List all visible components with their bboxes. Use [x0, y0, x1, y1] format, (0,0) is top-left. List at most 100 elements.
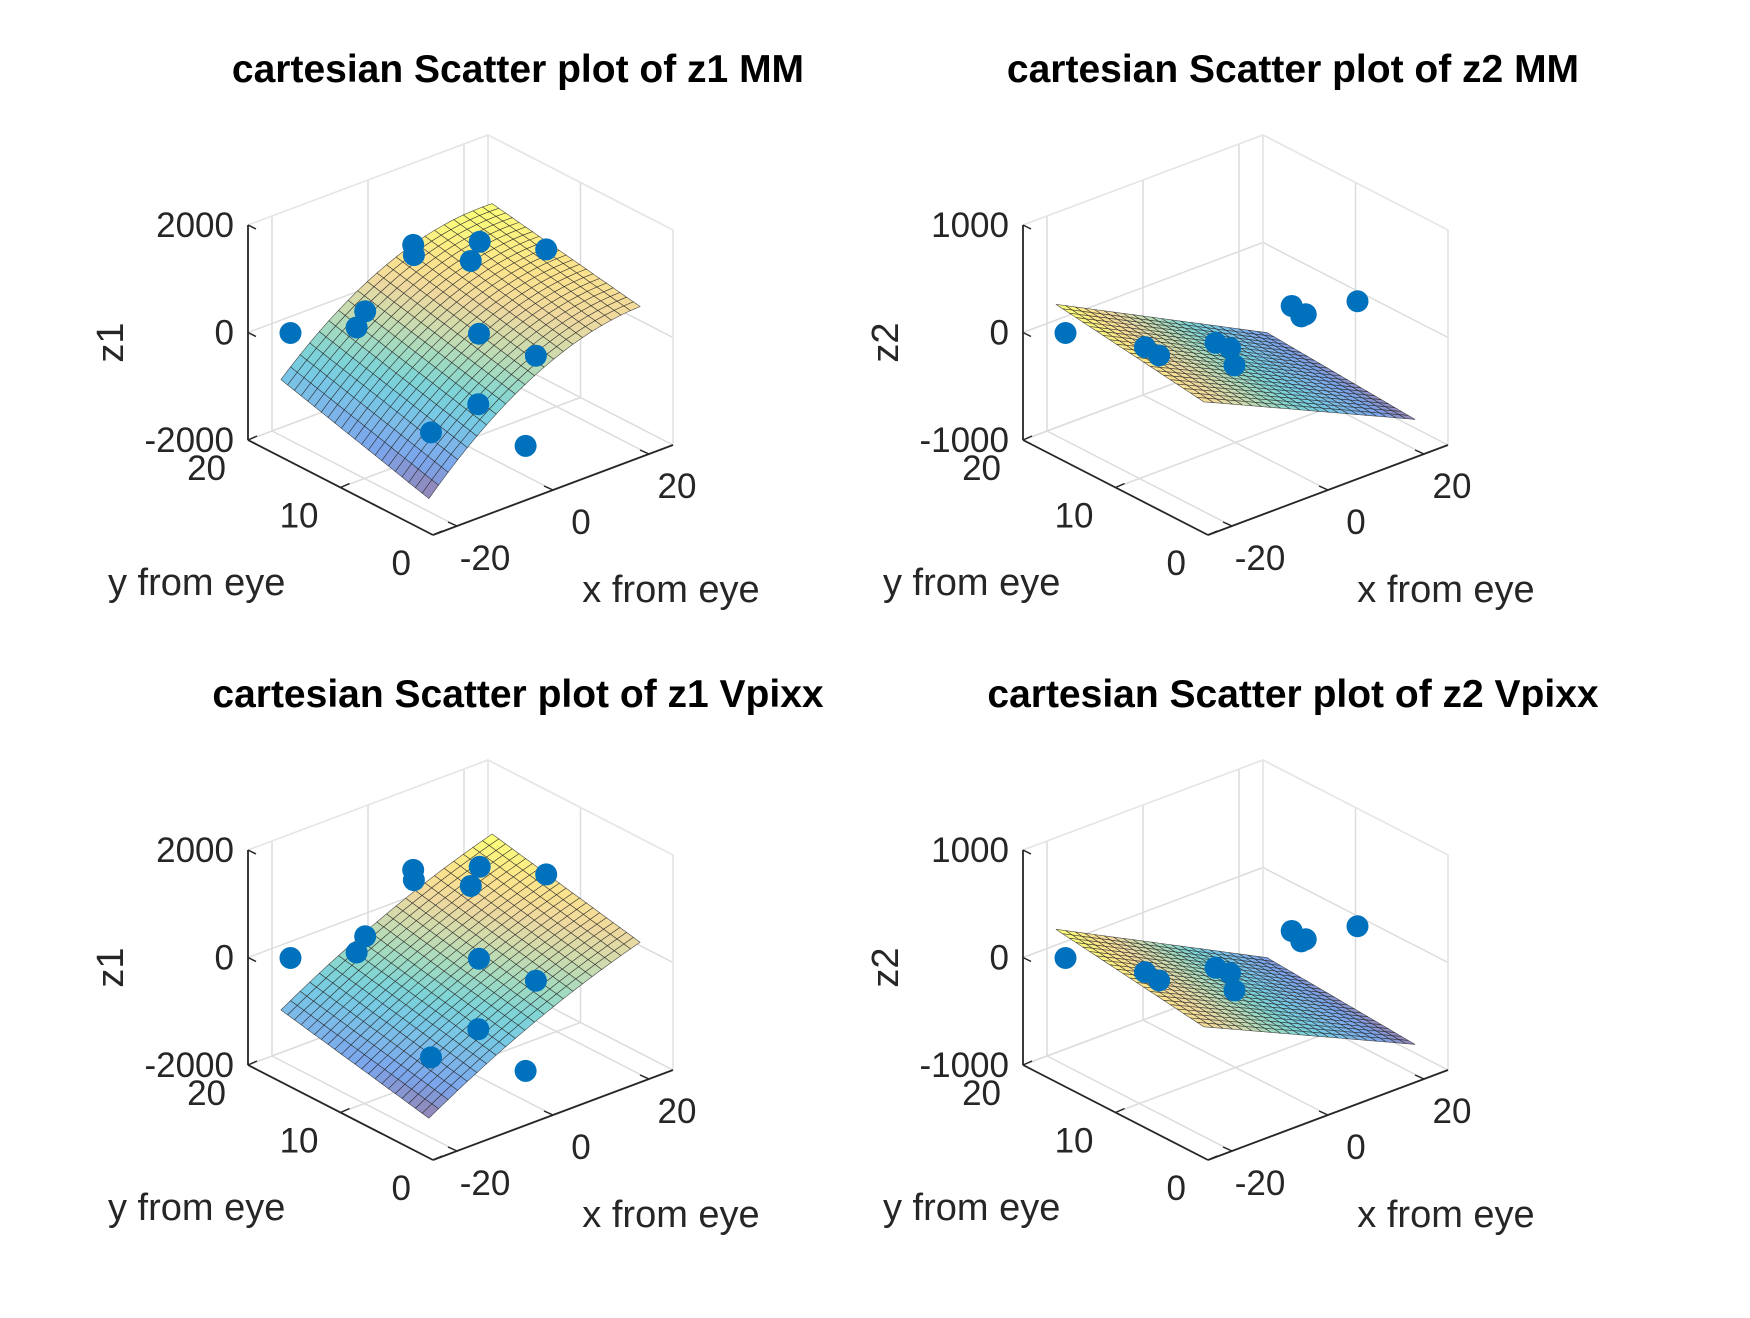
y-axis-label: y from eye [883, 1187, 1060, 1229]
y-tick [247, 435, 258, 441]
scatter-point [279, 322, 302, 344]
scatter-point [1290, 305, 1313, 328]
z-tick-label: -1000 [919, 1046, 1009, 1085]
z-tick-label: -2000 [144, 421, 234, 460]
z-tick-label: 2000 [156, 831, 234, 870]
y-tick [432, 1155, 443, 1161]
x-axis-label: x from eye [1357, 569, 1534, 611]
x-tick [543, 1110, 554, 1116]
surface-patch [1197, 1022, 1214, 1028]
y-axis-label: y from eye [108, 562, 285, 604]
subplot-title: cartesian Scatter plot of z1 Vpixx [212, 673, 824, 716]
x-tick-label: 20 [658, 467, 697, 506]
x-tick-label: -20 [1235, 539, 1286, 578]
scatter-point [535, 863, 558, 886]
z-tick [247, 956, 257, 963]
scatter-point [468, 947, 490, 970]
x-tick-label: -20 [460, 539, 511, 578]
x-tick [639, 449, 650, 455]
scatter-point [1219, 337, 1241, 360]
y-tick-label: 0 [392, 1169, 411, 1208]
x-tick [1318, 485, 1329, 491]
scatter-point [402, 244, 425, 267]
scatter-point [1290, 930, 1313, 953]
scatter-point [514, 434, 537, 457]
x-axis-label: x from eye [582, 569, 759, 611]
y-tick [1115, 482, 1125, 489]
y-tick [1115, 1107, 1125, 1114]
surface-patch [421, 1103, 439, 1119]
subplot-3: -2000 0 2000 0 10 20 -20 0 20 z1 y from eye x from … [90, 673, 824, 1236]
scatter-point [1148, 969, 1171, 992]
z-tick-label: 2000 [156, 206, 234, 245]
scatter-point [1223, 354, 1246, 377]
z-tick-label: -2000 [144, 1046, 234, 1085]
x-tick [1222, 521, 1233, 527]
scatter-point [459, 249, 482, 272]
x-tick-label: 20 [1433, 467, 1472, 506]
z-axis-label: z2 [865, 947, 907, 987]
z-axis-label: z1 [90, 322, 132, 362]
scatter-point [1054, 322, 1077, 344]
box-edge [1262, 759, 1449, 856]
x-tick-label: 0 [1346, 1128, 1365, 1167]
x-tick-label: 20 [658, 1092, 697, 1131]
x-tick-label: 0 [1346, 503, 1365, 542]
scatter-point [354, 300, 377, 323]
y-axis-label: y from eye [883, 562, 1060, 604]
scatter-points [1054, 915, 1369, 1002]
x-tick-label: 0 [571, 503, 590, 542]
x-tick [1414, 449, 1425, 455]
subplot-2: -1000 0 1000 0 10 20 -20 0 20 z2 y from eye x from … [865, 48, 1579, 611]
scatter-point [468, 230, 491, 253]
scatter-point [1346, 290, 1369, 313]
z-tick-label: 1000 [931, 831, 1009, 870]
subplot-4: -1000 0 1000 0 10 20 -20 0 20 z2 y from eye x from … [865, 673, 1599, 1236]
z-tick [1022, 331, 1032, 338]
x-tick [1318, 1110, 1329, 1116]
y-tick-label: 20 [187, 449, 226, 488]
box-edge [1022, 759, 1264, 851]
scatter-point [459, 874, 482, 897]
x-tick-label: 20 [1433, 1092, 1472, 1131]
box-edge [247, 134, 489, 226]
x-tick [447, 521, 458, 527]
x-tick-label: -20 [1235, 1164, 1286, 1203]
scatter-points [279, 855, 558, 1082]
box-edge [1022, 134, 1264, 226]
y-tick [247, 1060, 258, 1066]
z-tick-label: 0 [215, 939, 234, 978]
subplot-title: cartesian Scatter plot of z2 MM [1007, 48, 1579, 91]
surface-patch [1196, 397, 1215, 403]
x-tick [1414, 1074, 1425, 1080]
z-tick [1022, 224, 1032, 230]
z-tick [247, 331, 257, 338]
scatter-points [279, 230, 558, 457]
box-edge [487, 759, 674, 856]
y-tick-label: 0 [1167, 544, 1186, 583]
x-axis-label: x from eye [582, 1194, 759, 1236]
y-tick-label: 20 [187, 1074, 226, 1113]
y-tick-label: 20 [962, 449, 1001, 488]
y-tick [1022, 1060, 1033, 1066]
scatter-point [1219, 962, 1241, 985]
subplot-title: cartesian Scatter plot of z2 Vpixx [987, 673, 1599, 716]
y-tick [1207, 1155, 1218, 1161]
x-axis-label: x from eye [1357, 1194, 1534, 1236]
scatter-point [524, 344, 547, 367]
x-tick [543, 485, 554, 491]
subplot-title: cartesian Scatter plot of z1 MM [232, 48, 804, 91]
x-tick [639, 1074, 650, 1080]
x-tick [447, 1146, 458, 1152]
y-tick-label: 0 [1167, 1169, 1186, 1208]
y-tick-label: 10 [280, 1122, 319, 1161]
y-tick-label: 10 [1055, 497, 1094, 536]
z-tick [247, 439, 257, 445]
scatter-point [1054, 947, 1077, 969]
scatter-point [345, 941, 368, 964]
scatter-points [1054, 290, 1369, 377]
x-tick [1222, 1146, 1233, 1152]
scatter-point [279, 947, 302, 969]
scatter-point [345, 316, 368, 339]
scatter-point [1346, 915, 1369, 938]
